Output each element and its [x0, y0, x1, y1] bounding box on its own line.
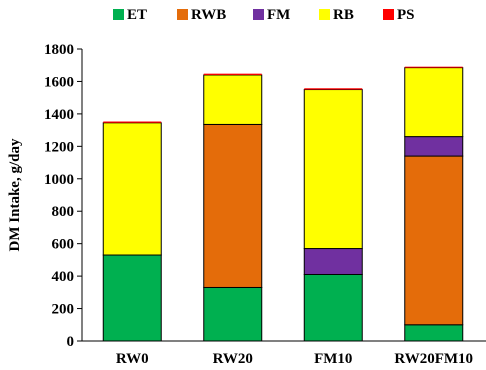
- bar-segment-rb-rw0: [102, 122, 162, 256]
- y-tick-label: 200: [52, 302, 75, 318]
- legend-swatch-rb: [319, 9, 330, 20]
- y-tick-label: 1200: [44, 139, 74, 155]
- legend-label-ps: PS: [397, 7, 415, 23]
- bar-segment-rwb-rw20: [203, 123, 263, 288]
- x-axis-tick-labels: RW0 RW20 FM10 RW20FM10: [116, 351, 473, 367]
- y-tick-label: 800: [52, 204, 75, 220]
- bar-segment-et-rw20: [203, 286, 263, 342]
- x-tick-label-rw0: RW0: [116, 351, 149, 367]
- legend-label-et: ET: [127, 7, 147, 23]
- legend-swatch-et: [113, 9, 124, 20]
- bar-segment-rwb-rw20fm10: [404, 155, 464, 326]
- bar-segment-rb-rw20: [203, 74, 263, 125]
- bar-segment-ps-fm10: [304, 88, 363, 90]
- y-axis-ticks: 0 200 400 600 800 1000 1200 1400 1600 1800: [44, 42, 82, 350]
- legend-label-rwb: RWB: [191, 7, 226, 23]
- bars: [102, 66, 464, 342]
- bar-segment-ps-rw0: [103, 121, 162, 123]
- legend-label-rb: RB: [333, 7, 354, 23]
- legend-swatch-ps: [383, 9, 394, 20]
- legend-swatch-rwb: [177, 9, 188, 20]
- y-tick-label: 0: [67, 334, 75, 350]
- bar-segment-et-rw0: [102, 254, 162, 342]
- bar-segment-fm-rw20fm10: [404, 136, 464, 157]
- y-tick-label: 1000: [44, 172, 74, 188]
- y-axis-label: DM Intake, g/day: [7, 138, 23, 251]
- legend: ET RWB FM RB PS: [113, 7, 415, 23]
- bar-segment-ps-rw20: [203, 73, 262, 75]
- y-tick-label: 600: [52, 237, 75, 253]
- bar-segment-et-fm10: [303, 273, 363, 342]
- y-tick-label: 400: [52, 269, 75, 285]
- y-tick-label: 1600: [44, 74, 74, 90]
- bar-segment-fm-fm10: [303, 248, 363, 275]
- bar-segment-ps-rw20fm10: [404, 66, 463, 68]
- x-tick-label-rw20fm10: RW20FM10: [394, 351, 473, 367]
- x-tick-label-rw20: RW20: [213, 351, 253, 367]
- y-tick-label: 1800: [44, 42, 74, 58]
- bar-segment-rb-fm10: [303, 89, 363, 250]
- bar-segment-et-rw20fm10: [404, 324, 464, 342]
- x-tick-label-fm10: FM10: [314, 351, 352, 367]
- legend-label-fm: FM: [267, 7, 290, 23]
- legend-swatch-fm: [253, 9, 264, 20]
- y-tick-label: 1400: [44, 107, 74, 123]
- bar-segment-rb-rw20fm10: [404, 67, 464, 138]
